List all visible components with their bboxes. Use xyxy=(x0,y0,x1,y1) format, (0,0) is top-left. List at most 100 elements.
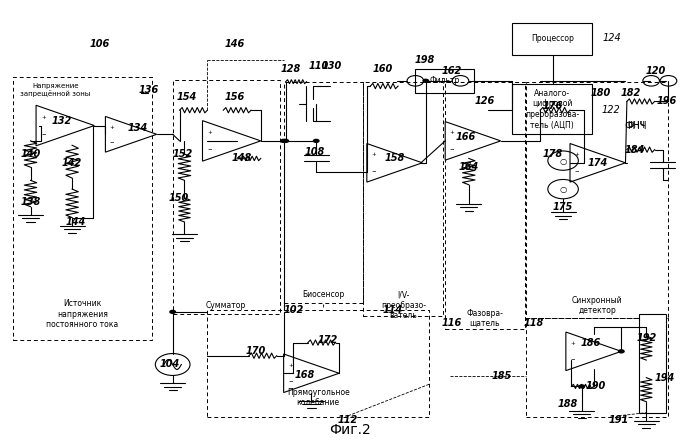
Text: Синхронный
детектор: Синхронный детектор xyxy=(572,296,622,315)
Text: 175: 175 xyxy=(553,202,573,212)
Text: 140: 140 xyxy=(20,149,41,159)
Bar xyxy=(640,314,665,413)
Text: 191: 191 xyxy=(608,415,628,425)
Text: 104: 104 xyxy=(159,360,180,369)
Text: 122: 122 xyxy=(601,105,620,115)
Text: 164: 164 xyxy=(459,162,479,172)
Text: +: + xyxy=(110,124,114,130)
Text: 136: 136 xyxy=(138,85,159,95)
Text: Фиг.2: Фиг.2 xyxy=(329,423,370,437)
Text: 112: 112 xyxy=(338,415,359,425)
Text: 174: 174 xyxy=(588,158,608,168)
Circle shape xyxy=(282,139,289,143)
Text: −: − xyxy=(208,147,212,152)
Text: ○: ○ xyxy=(559,157,567,166)
Text: −: − xyxy=(371,168,376,173)
Text: 138: 138 xyxy=(20,197,41,207)
Polygon shape xyxy=(570,143,626,182)
Text: −: − xyxy=(288,379,293,384)
Text: 186: 186 xyxy=(581,337,601,348)
Text: Напряжение
запрещённой зоны: Напряжение запрещённой зоны xyxy=(20,83,90,98)
Text: 114: 114 xyxy=(383,305,403,315)
Text: +: + xyxy=(208,130,212,135)
Text: 120: 120 xyxy=(646,66,666,76)
Text: 142: 142 xyxy=(62,158,82,168)
Text: 172: 172 xyxy=(317,335,338,345)
Text: +: + xyxy=(41,115,45,120)
Text: 158: 158 xyxy=(384,154,405,163)
Text: +: + xyxy=(570,341,575,346)
Text: 194: 194 xyxy=(655,373,675,383)
Text: ○: ○ xyxy=(559,185,567,194)
Text: Процессор: Процессор xyxy=(531,35,574,44)
Bar xyxy=(13,77,152,341)
Polygon shape xyxy=(203,121,261,161)
Bar xyxy=(445,82,525,329)
Text: 196: 196 xyxy=(657,96,677,107)
Text: 144: 144 xyxy=(66,217,86,227)
Text: I/V-
преобразо-
ватель: I/V- преобразо- ватель xyxy=(381,290,426,320)
Text: 110: 110 xyxy=(308,61,329,71)
Text: Сумматор: Сумматор xyxy=(206,301,246,310)
Text: 156: 156 xyxy=(225,92,245,102)
Bar xyxy=(512,23,592,56)
Text: 128: 128 xyxy=(280,63,301,74)
Text: Прямоугольное
колебание: Прямоугольное колебание xyxy=(287,388,350,407)
Text: 170: 170 xyxy=(246,346,266,357)
Text: 162: 162 xyxy=(442,66,462,76)
Text: Фильтр: Фильтр xyxy=(430,76,460,85)
Text: −: − xyxy=(575,168,579,173)
Text: −: − xyxy=(41,131,45,136)
Text: 176: 176 xyxy=(542,101,563,111)
Text: +: + xyxy=(288,363,293,368)
Text: +: + xyxy=(449,131,454,135)
Text: 150: 150 xyxy=(168,193,188,203)
Text: −: − xyxy=(110,139,114,144)
Text: +: + xyxy=(575,152,579,158)
Polygon shape xyxy=(445,122,500,160)
Text: 184: 184 xyxy=(625,145,645,155)
Text: 102: 102 xyxy=(284,305,304,315)
Text: 166: 166 xyxy=(456,131,476,142)
Text: 182: 182 xyxy=(620,87,640,98)
Text: 178: 178 xyxy=(542,149,563,159)
Bar xyxy=(512,84,592,135)
Text: 148: 148 xyxy=(232,154,252,163)
Polygon shape xyxy=(566,332,621,371)
Circle shape xyxy=(169,309,176,314)
Text: 188: 188 xyxy=(558,399,578,409)
Text: 190: 190 xyxy=(586,381,606,392)
Text: ФНЧ: ФНЧ xyxy=(625,120,647,131)
Text: 116: 116 xyxy=(442,318,462,328)
Bar xyxy=(284,82,363,303)
Text: 134: 134 xyxy=(128,123,148,133)
Polygon shape xyxy=(106,116,157,152)
Polygon shape xyxy=(36,105,94,146)
Text: Биосенсор: Биосенсор xyxy=(302,290,345,299)
Polygon shape xyxy=(367,143,422,182)
Bar xyxy=(526,318,668,417)
Text: −: − xyxy=(450,146,454,151)
Bar xyxy=(363,82,443,316)
Circle shape xyxy=(312,139,319,143)
Text: Фазовра-
щатель: Фазовра- щатель xyxy=(466,309,503,328)
Text: +: + xyxy=(371,152,376,158)
Text: ФНЧ: ФНЧ xyxy=(627,121,644,130)
Circle shape xyxy=(280,139,287,143)
Text: 198: 198 xyxy=(415,55,435,65)
Text: 118: 118 xyxy=(523,318,543,328)
Text: 124: 124 xyxy=(603,33,621,43)
Text: Источник
напряжения
постоянного тока: Источник напряжения постоянного тока xyxy=(46,299,119,329)
Text: −: − xyxy=(570,357,575,362)
Text: 180: 180 xyxy=(591,87,611,98)
Text: 126: 126 xyxy=(475,96,495,107)
Text: 152: 152 xyxy=(173,149,193,159)
Bar xyxy=(526,82,668,318)
Bar xyxy=(415,68,475,93)
Text: 185: 185 xyxy=(492,371,512,381)
Bar xyxy=(173,79,280,314)
Circle shape xyxy=(578,384,585,388)
Circle shape xyxy=(422,79,429,83)
Text: 160: 160 xyxy=(373,63,393,74)
Text: 146: 146 xyxy=(225,40,245,49)
